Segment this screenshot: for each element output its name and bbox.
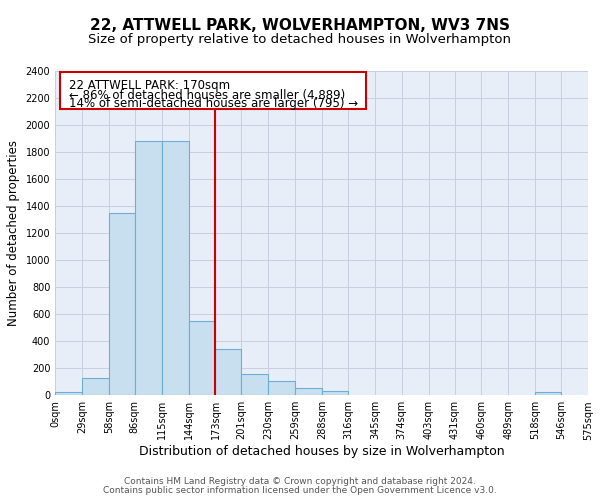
Bar — [535, 392, 561, 395]
Text: 14% of semi-detached houses are larger (795) →: 14% of semi-detached houses are larger (… — [69, 98, 358, 110]
Bar — [322, 391, 348, 395]
Bar — [109, 213, 135, 395]
Bar — [135, 141, 162, 395]
Text: Contains public sector information licensed under the Open Government Licence v3: Contains public sector information licen… — [103, 486, 497, 495]
Bar — [295, 388, 322, 395]
FancyBboxPatch shape — [60, 72, 365, 109]
Y-axis label: Number of detached properties: Number of detached properties — [7, 140, 20, 326]
Bar — [268, 381, 295, 395]
Text: ← 86% of detached houses are smaller (4,889): ← 86% of detached houses are smaller (4,… — [69, 88, 345, 102]
Bar — [215, 349, 241, 395]
Text: 22 ATTWELL PARK: 170sqm: 22 ATTWELL PARK: 170sqm — [69, 79, 230, 92]
Bar — [241, 374, 268, 395]
Text: 22, ATTWELL PARK, WOLVERHAMPTON, WV3 7NS: 22, ATTWELL PARK, WOLVERHAMPTON, WV3 7NS — [90, 18, 510, 32]
Bar — [188, 321, 215, 395]
Bar — [162, 141, 188, 395]
Bar — [55, 392, 82, 395]
Bar — [82, 378, 109, 395]
X-axis label: Distribution of detached houses by size in Wolverhampton: Distribution of detached houses by size … — [139, 445, 505, 458]
Text: Size of property relative to detached houses in Wolverhampton: Size of property relative to detached ho… — [89, 32, 511, 46]
Text: Contains HM Land Registry data © Crown copyright and database right 2024.: Contains HM Land Registry data © Crown c… — [124, 477, 476, 486]
